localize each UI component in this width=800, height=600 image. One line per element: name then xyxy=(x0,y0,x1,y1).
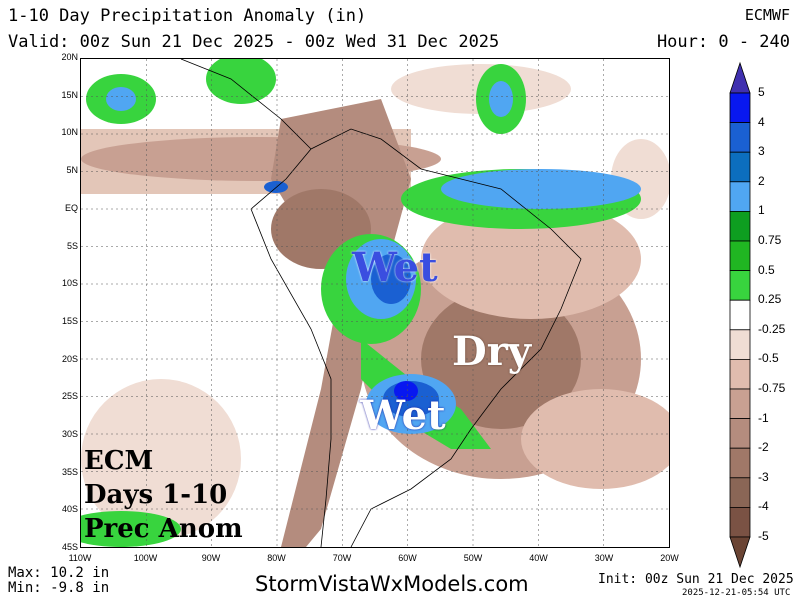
colorbar-swatch xyxy=(729,210,751,242)
label-days: Days 1-10 xyxy=(84,480,228,510)
colorbar-top-arrow xyxy=(729,61,751,94)
lon-label: 70W xyxy=(332,553,352,563)
colorbar-swatch xyxy=(729,506,751,538)
forecast-hours: Hour: 0 - 240 xyxy=(656,32,790,52)
colorbar-label: 2 xyxy=(758,173,765,188)
colorbar-label: 1 xyxy=(758,203,765,218)
label-model: ECM xyxy=(84,446,154,476)
generated-timestamp: 2025-12-21-05:54 UTC xyxy=(682,588,791,598)
lon-label: 50W xyxy=(463,553,483,563)
lat-label: 25S xyxy=(61,391,78,402)
max-min: Max: 10.2 in Min: -9.8 in xyxy=(8,566,109,596)
model-name: ECMWF xyxy=(744,6,790,24)
colorbar xyxy=(729,61,751,569)
colorbar-label: -0.25 xyxy=(758,321,786,336)
colorbar-label: 3 xyxy=(758,144,765,159)
colorbar-label: 5 xyxy=(758,85,765,99)
colorbar-label: 0.25 xyxy=(758,292,782,307)
lat-label: 45S xyxy=(61,542,78,553)
colorbar-swatch xyxy=(729,477,751,508)
colorbar-label: 4 xyxy=(758,114,765,129)
colorbar-label: -3 xyxy=(758,469,769,484)
valid-period: Valid: 00z Sun 21 Dec 2025 - 00z Wed 31 … xyxy=(8,32,500,52)
colorbar-swatch xyxy=(729,299,751,331)
label-prec-anom: Prec Anom xyxy=(84,514,243,544)
colorbar-label: -2 xyxy=(758,440,769,455)
colorbar-label: 0.75 xyxy=(758,233,782,247)
colorbar-swatch xyxy=(729,122,751,153)
lat-label: 15N xyxy=(61,89,78,100)
dry-anomaly-areas xyxy=(81,64,681,547)
max-value: Max: 10.2 in xyxy=(8,565,110,581)
wet-label-north: Wet xyxy=(352,244,438,291)
wet-label-south: Wet xyxy=(360,392,446,439)
colorbar-swatch xyxy=(729,329,751,360)
colorbar-swatch xyxy=(729,447,751,479)
colorbar-label: 0.5 xyxy=(758,262,775,277)
colorbar-label: -0.75 xyxy=(758,381,786,395)
colorbar-swatch xyxy=(729,358,751,390)
map-field xyxy=(61,54,681,548)
colorbar-label: -1 xyxy=(758,410,769,425)
lon-label: 100W xyxy=(133,553,158,563)
precip-anomaly-map xyxy=(61,54,681,548)
colorbar-swatch xyxy=(729,270,751,301)
colorbar-label: -5 xyxy=(758,529,769,543)
dry-label: Dry xyxy=(452,328,532,375)
lat-label: 30S xyxy=(61,429,78,439)
colorbar-swatch xyxy=(729,418,751,449)
colorbar-swatch xyxy=(729,151,751,183)
wet-anomaly-areas xyxy=(61,54,641,547)
init-time: Init: 00z Sun 21 Dec 2025 xyxy=(598,572,794,587)
site-watermark: StormVistaWxModels.com xyxy=(255,572,529,596)
map-title: 1-10 Day Precipitation Anomaly (in) xyxy=(8,6,367,26)
colorbar-swatch xyxy=(729,181,751,212)
colorbar-label: -0.5 xyxy=(758,351,779,366)
lon-label: 40W xyxy=(529,553,548,563)
lat-label: 20N xyxy=(61,52,78,62)
min-value: Min: -9.8 in xyxy=(8,580,110,596)
lon-label: 30W xyxy=(594,553,614,563)
colorbar-label: -4 xyxy=(758,499,769,514)
lat-label: 5N xyxy=(66,165,78,176)
lat-label: 20S xyxy=(61,353,78,364)
lat-label: 5S xyxy=(66,240,78,251)
lon-label: 90W xyxy=(201,553,221,563)
lon-label: 80W xyxy=(267,553,286,563)
lat-label: 15S xyxy=(61,315,78,326)
lat-label: 40S xyxy=(61,504,78,515)
colorbar-swatch xyxy=(729,92,751,124)
lon-label: 60W xyxy=(398,553,417,563)
lat-label: 10N xyxy=(61,127,78,138)
lat-label: 10S xyxy=(61,278,78,289)
lon-label: 110W xyxy=(68,553,92,563)
colorbar-bottom-arrow xyxy=(729,536,751,569)
lon-label: 20W xyxy=(660,553,679,563)
gridlines xyxy=(81,59,669,547)
colorbar-swatch xyxy=(729,388,751,420)
colorbar-swatch xyxy=(729,240,751,272)
lat-label: 35S xyxy=(61,466,78,477)
lat-label: EQ xyxy=(64,202,78,213)
